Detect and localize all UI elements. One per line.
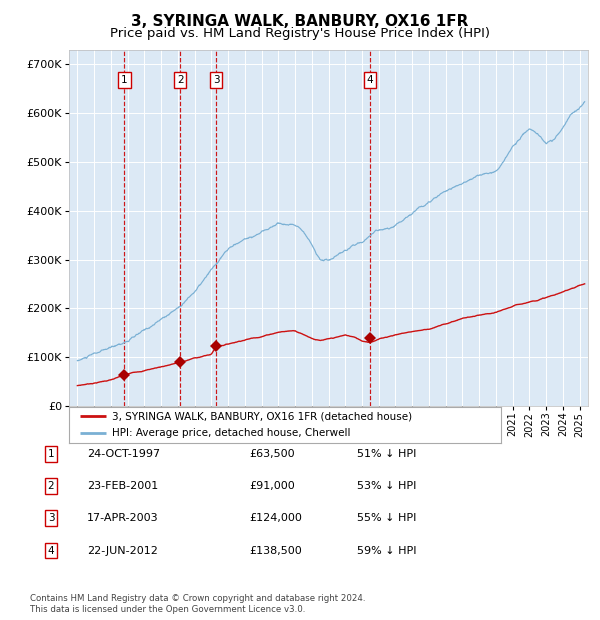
Text: £63,500: £63,500 xyxy=(249,449,295,459)
Text: 3: 3 xyxy=(213,75,220,85)
Text: £124,000: £124,000 xyxy=(249,513,302,523)
Text: 4: 4 xyxy=(367,75,373,85)
Text: 1: 1 xyxy=(121,75,128,85)
Text: £91,000: £91,000 xyxy=(249,481,295,491)
Text: 3: 3 xyxy=(47,513,55,523)
Text: Price paid vs. HM Land Registry's House Price Index (HPI): Price paid vs. HM Land Registry's House … xyxy=(110,27,490,40)
Text: 51% ↓ HPI: 51% ↓ HPI xyxy=(357,449,416,459)
Text: 4: 4 xyxy=(47,546,55,556)
Text: 3, SYRINGA WALK, BANBURY, OX16 1FR (detached house): 3, SYRINGA WALK, BANBURY, OX16 1FR (deta… xyxy=(112,411,412,422)
Text: 59% ↓ HPI: 59% ↓ HPI xyxy=(357,546,416,556)
Text: 2: 2 xyxy=(177,75,184,85)
Text: 2: 2 xyxy=(47,481,55,491)
Text: HPI: Average price, detached house, Cherwell: HPI: Average price, detached house, Cher… xyxy=(112,428,350,438)
Text: 55% ↓ HPI: 55% ↓ HPI xyxy=(357,513,416,523)
Text: 53% ↓ HPI: 53% ↓ HPI xyxy=(357,481,416,491)
Text: 22-JUN-2012: 22-JUN-2012 xyxy=(87,546,158,556)
Text: 23-FEB-2001: 23-FEB-2001 xyxy=(87,481,158,491)
Text: 24-OCT-1997: 24-OCT-1997 xyxy=(87,449,160,459)
Text: 3, SYRINGA WALK, BANBURY, OX16 1FR: 3, SYRINGA WALK, BANBURY, OX16 1FR xyxy=(131,14,469,29)
Text: 17-APR-2003: 17-APR-2003 xyxy=(87,513,158,523)
Text: Contains HM Land Registry data © Crown copyright and database right 2024.
This d: Contains HM Land Registry data © Crown c… xyxy=(30,595,365,614)
Text: £138,500: £138,500 xyxy=(249,546,302,556)
Text: 1: 1 xyxy=(47,449,55,459)
